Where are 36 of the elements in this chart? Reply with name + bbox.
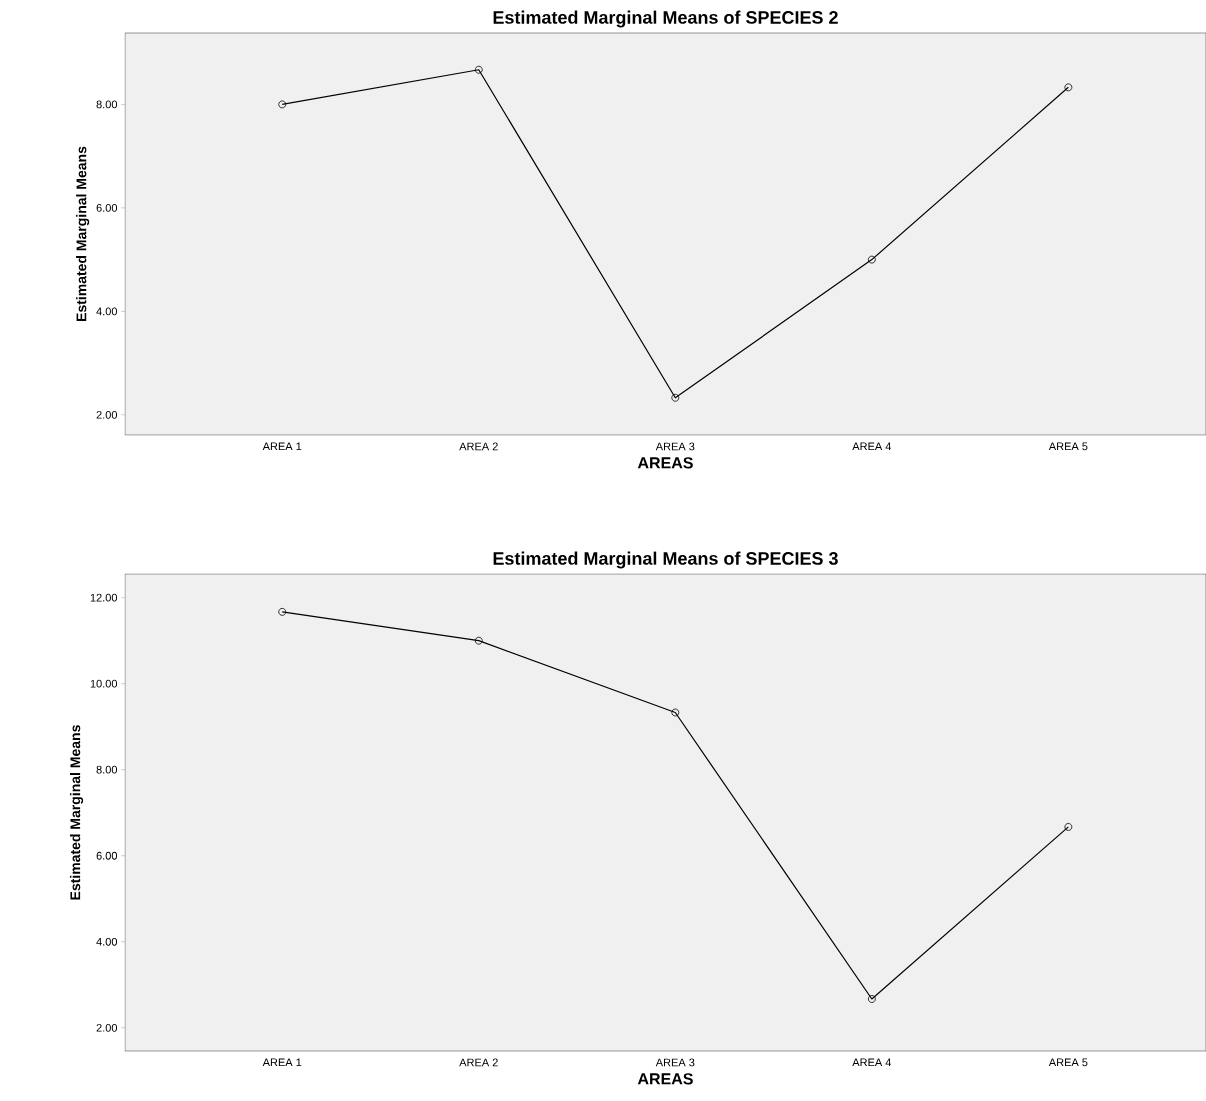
y-axis-title: Estimated Marginal Means [69,725,84,900]
x-tick-label: AREA 3 [655,1058,695,1067]
point [867,995,876,1003]
y-tick-label: 4.00 [96,307,118,316]
chart-title: Estimated Marginal Means of SPECIES 3 [493,551,838,569]
y-tick-label: 6.00 [96,203,118,212]
point [671,708,680,717]
point [1064,823,1073,831]
x-tick-label: AREA 2 [459,442,498,451]
point [867,255,876,264]
x-tick-label: AREA 4 [852,442,892,451]
x-tick-label: AREA 5 [1048,442,1088,451]
x-tick-label: AREA 4 [852,1058,892,1067]
point [278,607,287,616]
y-tick-label: 2.00 [96,1023,118,1032]
x-tick-label: AREA 2 [459,1058,498,1067]
y-tick-label: 10.00 [90,679,118,688]
point [474,65,483,74]
x-tick-label: AREA 3 [655,442,695,451]
y-tick-label: 6.00 [96,851,118,860]
x-tick-label: AREA 1 [262,1058,302,1067]
y-tick-label: 12.00 [90,593,118,602]
y-tick-label: 8.00 [96,100,118,109]
y-tick-label: 4.00 [96,937,118,946]
chart-title: Estimated Marginal Means of SPECIES 2 [493,10,838,28]
x-tick-label: AREA 1 [262,442,302,451]
point [278,100,287,109]
point [1064,83,1073,92]
y-tick-label: 2.00 [96,410,118,419]
x-axis-title: AREAS [637,457,693,469]
y-tick-label: 8.00 [96,765,118,774]
point [474,636,483,645]
x-axis-title: AREAS [637,1073,693,1085]
x-tick-label: AREA 5 [1048,1058,1088,1067]
y-axis-title: Estimated Marginal Means [76,146,90,321]
point [671,393,680,402]
